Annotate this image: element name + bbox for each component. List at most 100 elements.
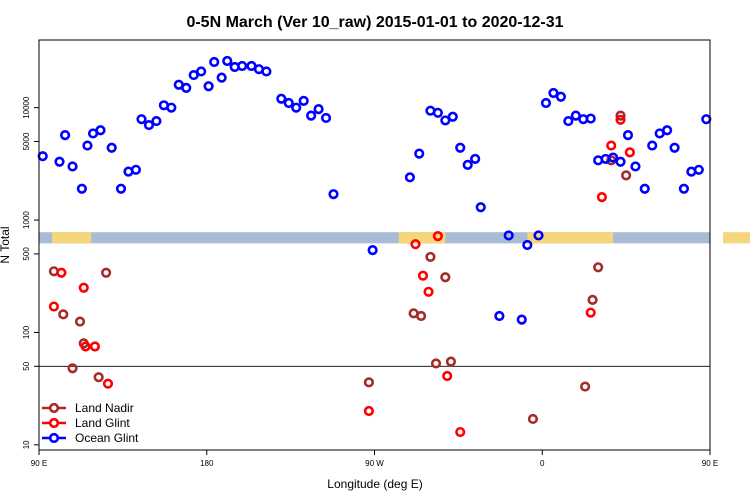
data-point: [143, 119, 155, 131]
data-point: [115, 183, 127, 194]
data-point: [630, 161, 641, 172]
data-point: [415, 310, 427, 322]
data-point: [417, 270, 429, 281]
data-point: [440, 272, 451, 283]
data-point: [647, 140, 658, 151]
data-point: [291, 102, 302, 113]
y-tick-label: 50: [22, 361, 31, 370]
data-point: [82, 140, 93, 151]
data-point: [693, 164, 704, 175]
data-point: [130, 164, 142, 175]
x-tick-label: 0: [540, 459, 545, 468]
data-point: [527, 413, 539, 425]
plot-frame: [38, 39, 711, 451]
x-tick-label: 90 E: [31, 459, 47, 468]
data-point: [363, 377, 375, 388]
data-point: [37, 151, 48, 162]
data-point: [522, 239, 533, 251]
data-point: [621, 170, 632, 181]
band-layer: [39, 232, 750, 244]
land-segment: [52, 232, 92, 244]
data-point: [283, 97, 294, 109]
data-point: [209, 56, 220, 68]
data-point: [425, 251, 436, 263]
data-point: [320, 112, 332, 124]
y-tick-label: 10000: [22, 96, 31, 119]
legend-label: Ocean Glint: [75, 431, 139, 445]
data-point: [181, 82, 192, 93]
data-point: [222, 55, 233, 67]
data-point: [593, 262, 604, 273]
land-segment: [723, 232, 750, 244]
x-tick-label: 90 E: [702, 459, 718, 468]
data-point: [455, 426, 466, 438]
data-point: [95, 125, 106, 136]
data-point: [701, 114, 712, 125]
data-point: [585, 113, 596, 124]
land-segment: [527, 232, 614, 244]
ocean-band: [39, 232, 710, 244]
y-tick-label: 10: [22, 440, 31, 449]
legend-label: Land Glint: [75, 416, 130, 430]
data-point: [237, 60, 248, 72]
data-point: [548, 87, 559, 99]
y-tick-label: 5000: [22, 132, 31, 150]
data-point: [432, 231, 443, 242]
chart-title: 0-5N March (Ver 10_raw) 2015-01-01 to 20…: [186, 14, 563, 31]
data-point: [442, 370, 453, 382]
data-point: [367, 245, 378, 256]
data-point: [555, 91, 566, 102]
data-point: [455, 142, 466, 153]
legend-item: Land Glint: [42, 416, 130, 430]
data-point: [54, 156, 65, 167]
data-point: [540, 97, 552, 109]
data-point: [166, 102, 177, 113]
data-point: [261, 66, 272, 77]
data-point: [587, 294, 598, 305]
data-point: [328, 189, 339, 200]
data-point: [662, 125, 673, 136]
data-point: [67, 363, 78, 374]
data-point: [615, 114, 626, 125]
data-point: [622, 130, 634, 141]
x-tick-label: 90 W: [365, 459, 384, 468]
data-point: [203, 81, 214, 92]
data-point: [669, 142, 680, 153]
points-layer: [37, 55, 712, 438]
data-point: [188, 69, 199, 81]
data-point: [606, 140, 617, 151]
land-segment: [398, 232, 446, 244]
series-ocean-glint: [37, 55, 712, 325]
data-point: [414, 148, 425, 159]
data-point: [570, 110, 581, 121]
legend-item: Land Nadir: [42, 401, 134, 415]
data-point: [494, 310, 505, 322]
data-point: [136, 114, 147, 125]
data-point: [306, 110, 317, 121]
data-point: [462, 159, 473, 170]
y-axis-label: N Total: [0, 226, 12, 263]
legend-marker: [48, 417, 60, 429]
data-point: [196, 66, 207, 77]
data-point: [93, 372, 104, 383]
data-point: [48, 301, 60, 312]
data-point: [615, 156, 626, 167]
data-point: [563, 115, 574, 127]
data-point: [440, 115, 451, 126]
data-point: [151, 115, 162, 127]
data-point: [102, 378, 114, 389]
data-point: [516, 314, 527, 325]
data-point: [580, 381, 591, 392]
data-point: [404, 172, 416, 183]
legend-marker: [48, 432, 60, 444]
legend-label: Land Nadir: [75, 401, 134, 415]
data-point: [89, 341, 101, 352]
y-tick-label: 100: [22, 325, 31, 339]
data-point: [298, 95, 309, 106]
data-point: [216, 72, 227, 83]
data-point: [430, 358, 442, 369]
data-point: [74, 316, 86, 327]
x-axis-label: Longitude (deg E): [327, 477, 422, 491]
